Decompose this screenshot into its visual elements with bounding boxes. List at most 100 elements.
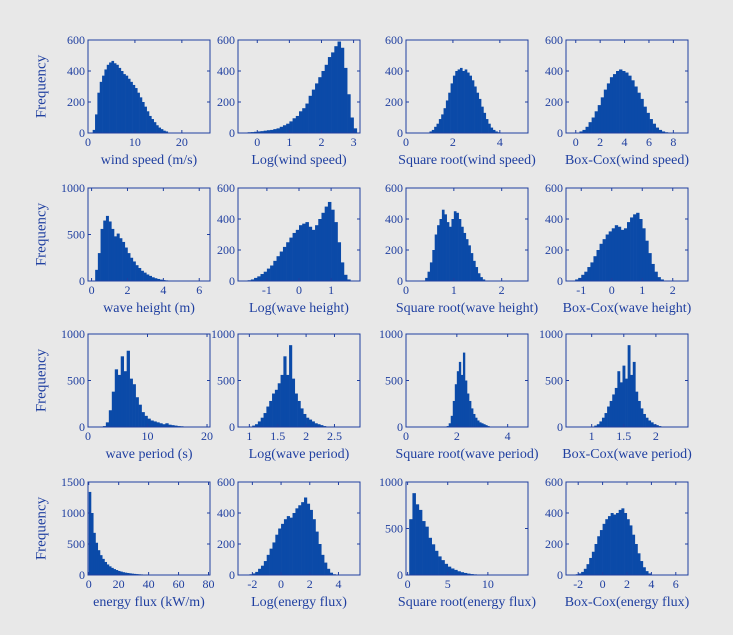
histogram-bar xyxy=(615,225,618,281)
histogram-bar xyxy=(613,74,616,133)
histogram-bar xyxy=(153,421,156,427)
y-tick-label: 200 xyxy=(385,95,403,109)
y-tick-label: 600 xyxy=(217,181,235,195)
histogram-bar xyxy=(479,99,482,133)
x-tick-label: -1 xyxy=(262,283,272,297)
histogram-bar xyxy=(462,71,465,133)
histogram-bar xyxy=(102,559,105,575)
histogram-bar xyxy=(344,68,348,133)
histogram-bar xyxy=(653,124,656,133)
histogram-bar xyxy=(309,420,312,427)
x-tick-label: 1 xyxy=(451,283,457,297)
x-tick-label: 2 xyxy=(653,429,659,443)
histogram-bar xyxy=(610,401,613,427)
y-tick-label: 0 xyxy=(79,568,85,582)
x-tick-label: 2 xyxy=(124,283,130,297)
histogram-bar xyxy=(634,87,637,134)
histogram-bar xyxy=(347,94,351,133)
x-tick-label: 0 xyxy=(403,429,409,443)
histogram-bar xyxy=(622,71,625,133)
axes-box xyxy=(88,334,210,427)
histogram-bar xyxy=(469,401,471,427)
histogram-bar xyxy=(123,74,126,133)
histogram-bar xyxy=(651,422,654,427)
histogram-bar xyxy=(642,228,645,281)
y-tick-label: 400 xyxy=(217,64,235,78)
histogram-bar xyxy=(117,234,120,281)
x-axis-title: Square root(wave height) xyxy=(396,301,539,316)
histogram-bar xyxy=(299,225,303,281)
histogram-bar xyxy=(312,230,316,281)
histogram-bar xyxy=(91,513,94,575)
y-tick-label: 200 xyxy=(217,537,235,551)
y-tick-label: 0 xyxy=(397,420,403,434)
histogram-bar xyxy=(647,113,650,133)
histogram-bar xyxy=(98,253,101,281)
y-tick-label: 600 xyxy=(217,33,235,47)
histogram-bar xyxy=(133,384,136,427)
histogram-bar xyxy=(141,271,144,281)
histogram-bar xyxy=(283,125,287,133)
histogram-bar xyxy=(471,408,473,427)
histogram-bar xyxy=(121,356,124,427)
histogram-bar xyxy=(289,121,293,133)
y-tick-label: 0 xyxy=(557,420,563,434)
histogram-bar xyxy=(301,502,304,575)
histogram-bar xyxy=(152,277,155,281)
x-axis-title: energy flux (kW/m) xyxy=(93,595,205,610)
histogram-bar xyxy=(338,42,342,133)
histogram-bar xyxy=(107,65,110,133)
y-tick-label: 200 xyxy=(217,95,235,109)
x-tick-label: 1 xyxy=(589,429,595,443)
histogram-bar xyxy=(115,369,118,427)
histogram-bar xyxy=(586,564,589,575)
histogram-bar xyxy=(584,569,587,575)
y-axis-label: Frequency xyxy=(33,496,49,560)
histogram-bar xyxy=(620,382,623,427)
y-tick-label: 500 xyxy=(385,374,403,388)
y-tick-label: 600 xyxy=(545,475,563,489)
histogram-bar xyxy=(280,127,284,133)
histogram-bar xyxy=(100,82,103,133)
x-axis-title: Box-Cox(energy flux) xyxy=(565,595,690,610)
histogram-bar xyxy=(646,571,649,575)
histogram-bar xyxy=(658,277,661,281)
x-tick-label: 20 xyxy=(201,429,213,443)
histogram-bar xyxy=(331,52,335,133)
histogram-bar xyxy=(456,213,459,281)
x-tick-label: 1 xyxy=(286,135,292,149)
histogram-bar xyxy=(472,80,475,133)
histogram-bar xyxy=(95,270,98,281)
x-axis-title: wave height (m) xyxy=(103,301,195,316)
y-tick-label: 500 xyxy=(67,228,85,242)
histogram-bar xyxy=(273,261,277,281)
histogram-bar xyxy=(112,392,115,427)
histogram-bar xyxy=(275,390,278,427)
histogram-bar xyxy=(113,569,116,575)
x-axis-title: Square root(wind speed) xyxy=(398,153,536,168)
histogram-bar xyxy=(106,216,109,281)
histogram-bar xyxy=(104,69,107,133)
x-tick-label: -2 xyxy=(247,577,257,591)
histogram-bar xyxy=(321,213,325,281)
histogram-bar xyxy=(151,119,154,133)
x-tick-label: 0 xyxy=(89,283,95,297)
histogram-bar xyxy=(89,492,92,575)
x-tick-label: 1 xyxy=(246,429,252,443)
histogram-bar xyxy=(159,423,162,427)
histogram-bar xyxy=(473,414,475,427)
histogram-bar xyxy=(437,225,440,281)
histogram-bar xyxy=(611,513,614,575)
histogram-bar xyxy=(302,224,306,281)
x-axis-title: Box-Cox(wave period) xyxy=(562,447,692,462)
histogram-bar xyxy=(307,504,310,575)
x-tick-label: 4 xyxy=(622,135,628,149)
histogram-bar xyxy=(449,423,451,427)
y-tick-label: 1000 xyxy=(211,327,235,341)
histogram-bar xyxy=(441,114,444,133)
histogram-bar xyxy=(331,210,335,281)
histogram-bar xyxy=(119,238,122,281)
